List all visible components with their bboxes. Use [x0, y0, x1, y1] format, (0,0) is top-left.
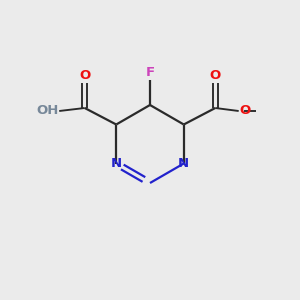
Text: N: N: [111, 157, 122, 170]
Text: O: O: [240, 104, 251, 118]
Text: OH: OH: [36, 104, 58, 118]
Text: O: O: [79, 69, 90, 82]
Text: O: O: [210, 69, 221, 82]
Text: F: F: [146, 66, 154, 79]
Text: N: N: [178, 157, 189, 170]
